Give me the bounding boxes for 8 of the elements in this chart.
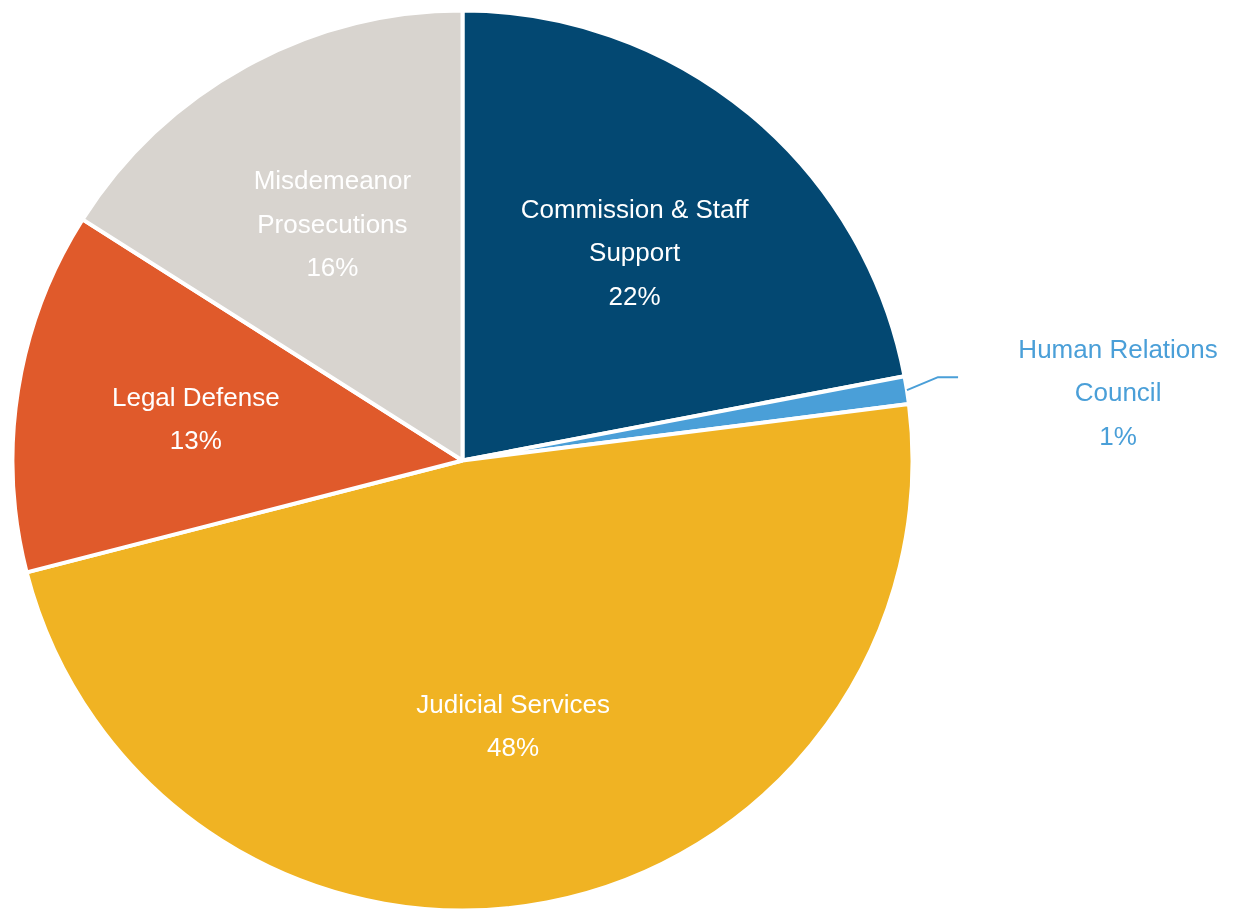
legend-label: Human Relations Council [1018, 333, 1218, 408]
data-label: 48% [487, 732, 540, 763]
data-label: 13% [169, 425, 222, 456]
slice-label: Judicial Services [416, 688, 610, 719]
data-label: 1% [1099, 420, 1137, 451]
slice-label: Legal Defense [111, 381, 280, 412]
data-label: 22% [608, 280, 661, 311]
slice-label: Commission & Staff Support [520, 193, 750, 268]
